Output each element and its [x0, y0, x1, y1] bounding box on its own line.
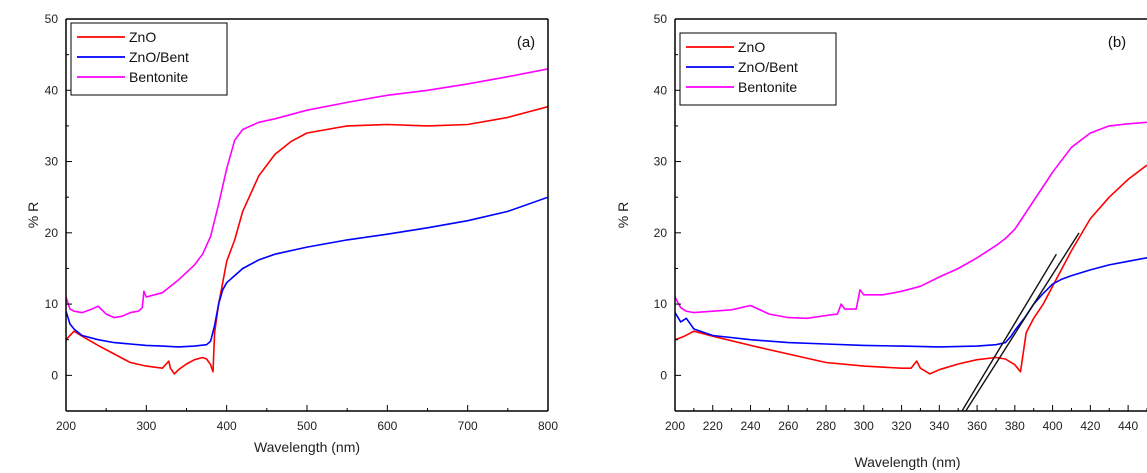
x-tick-label: 340 — [929, 419, 949, 433]
x-tick-label: 800 — [538, 419, 558, 433]
x-tick-label: 440 — [1118, 419, 1138, 433]
y-axis-title: % R — [25, 202, 41, 228]
legend-label: ZnO/Bent — [738, 59, 798, 75]
series-line-zno — [675, 164, 1147, 375]
series-line-bentonite — [675, 121, 1147, 320]
chart-panel-2: 200 220 240 260 280 300 320 340 360 380 400 420 440 0… — [615, 12, 1147, 470]
legend-label: ZnO — [738, 39, 765, 55]
y-tick-label: 10 — [45, 297, 59, 311]
x-tick-label: 360 — [967, 419, 987, 433]
legend-label: Bentonite — [129, 69, 188, 85]
x-tick-label: 400 — [1043, 419, 1063, 433]
y-tick-label: 40 — [45, 83, 59, 97]
y-tick-label: 0 — [51, 368, 58, 382]
x-axis-title: Wavelength (nm) — [254, 439, 360, 455]
legend-label: ZnO/Bent — [129, 49, 189, 65]
legend: ZnO ZnO/Bent Bentonite — [679, 32, 837, 106]
x-tick-label: 200 — [665, 419, 685, 433]
panel-label: (a) — [517, 34, 535, 51]
plot-area — [66, 68, 548, 375]
x-tick-label: 300 — [136, 419, 156, 433]
x-tick-label: 500 — [297, 419, 317, 433]
y-tick-label: 30 — [654, 155, 668, 169]
y-tick-label: 0 — [660, 368, 667, 382]
x-tick-label: 280 — [816, 419, 836, 433]
x-tick-label: 380 — [1005, 419, 1025, 433]
x-tick-label: 600 — [377, 419, 397, 433]
panel-label: (b) — [1108, 34, 1126, 51]
y-tick-label: 20 — [654, 226, 668, 240]
y-tick-label: 50 — [45, 12, 59, 26]
x-tick-label: 320 — [892, 419, 912, 433]
series-line-bentonite — [66, 68, 548, 319]
series-line-zno — [66, 105, 548, 375]
x-tick-label: 700 — [458, 419, 478, 433]
tangent-line-2 — [965, 232, 1080, 411]
y-tick-label: 30 — [45, 155, 59, 169]
plot-area — [675, 121, 1147, 411]
x-tick-label: 300 — [854, 419, 874, 433]
y-axis-title: % R — [615, 202, 631, 228]
y-tick-label: 40 — [654, 83, 668, 97]
x-tick-label: 240 — [741, 419, 761, 433]
x-tick-label: 420 — [1080, 419, 1100, 433]
series-line-zno-bent — [675, 257, 1147, 348]
legend: ZnO ZnO/Bent Bentonite — [70, 22, 228, 96]
y-tick-label: 50 — [654, 12, 668, 26]
x-tick-label: 220 — [703, 419, 723, 433]
legend-label: ZnO — [129, 29, 156, 45]
y-tick-label: 20 — [45, 226, 59, 240]
series-line-zno-bent — [66, 196, 548, 348]
legend-box — [679, 32, 837, 106]
tangent-line-1 — [961, 253, 1057, 411]
legend-label: Bentonite — [738, 79, 797, 95]
x-axis-title: Wavelength (nm) — [854, 454, 960, 470]
x-tick-label: 260 — [778, 419, 798, 433]
x-tick-label: 400 — [217, 419, 237, 433]
y-tick-label: 10 — [654, 297, 668, 311]
chart-panel-1: 200 300 400 500 600 700 800 0 10 20 30 40 50 Waveleng… — [25, 12, 558, 455]
x-tick-label: 200 — [56, 419, 76, 433]
legend-box — [70, 22, 228, 96]
